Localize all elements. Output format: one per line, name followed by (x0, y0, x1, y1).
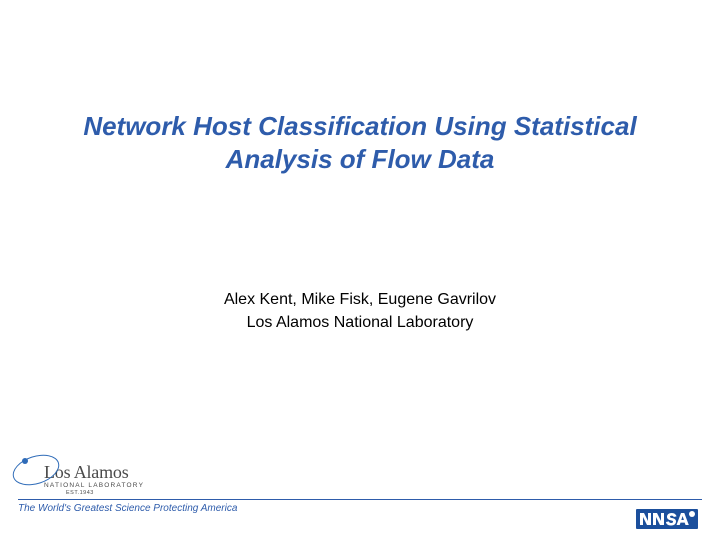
footer-tagline: The World's Greatest Science Protecting … (18, 503, 237, 514)
authors-block: Alex Kent, Mike Fisk, Eugene Gavrilov Lo… (0, 288, 720, 334)
atom-dot-icon (22, 458, 28, 464)
nnsa-logo-icon (636, 508, 698, 530)
author-affiliation: Los Alamos National Laboratory (0, 311, 720, 334)
slide-title: Network Host Classification Using Statis… (60, 110, 660, 175)
slide: Network Host Classification Using Statis… (0, 0, 720, 540)
lanl-logo: Los Alamos NATIONAL LABORATORY EST.1943 (18, 462, 144, 496)
footer-divider (18, 499, 702, 500)
author-names: Alex Kent, Mike Fisk, Eugene Gavrilov (0, 288, 720, 311)
title-line-2: Analysis of Flow Data (226, 144, 495, 174)
title-line-1: Network Host Classification Using Statis… (83, 111, 636, 141)
lanl-sublabel: NATIONAL LABORATORY (44, 482, 144, 489)
slide-footer: Los Alamos NATIONAL LABORATORY EST.1943 … (0, 448, 720, 540)
nnsa-logo (636, 508, 698, 530)
lanl-est: EST.1943 (66, 490, 144, 496)
